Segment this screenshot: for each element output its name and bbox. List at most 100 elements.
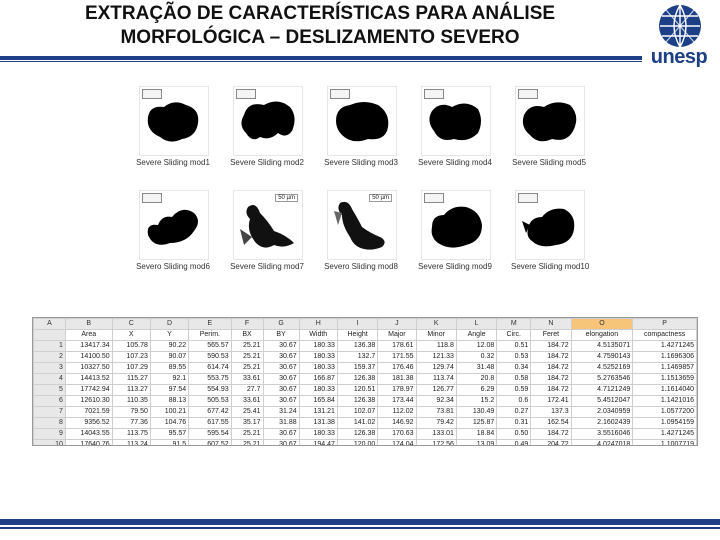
table-cell[interactable]: 0.27	[496, 406, 532, 418]
table-cell[interactable]: 79.50	[111, 406, 151, 418]
table-cell[interactable]: 100.21	[149, 406, 190, 418]
table-cell[interactable]: 172.41	[530, 395, 572, 407]
table-cell[interactable]: 184.72	[530, 340, 572, 352]
table-cell[interactable]: 90.22	[149, 340, 190, 352]
table-cell[interactable]: C	[111, 318, 151, 330]
table-cell[interactable]: 4.7590143	[570, 351, 634, 363]
table-cell[interactable]: 505.53	[188, 395, 232, 407]
table-cell[interactable]: 25.21	[230, 439, 264, 445]
table-cell[interactable]: 184.72	[530, 362, 572, 374]
table-cell[interactable]: 90.07	[149, 351, 190, 363]
table-cell[interactable]: 0.32	[455, 351, 498, 363]
table-cell[interactable]: 166.87	[298, 373, 338, 385]
table-cell[interactable]: 4.7121249	[570, 384, 634, 396]
table-cell[interactable]: 30.67	[262, 351, 300, 363]
table-cell[interactable]: 14043.55	[64, 428, 113, 440]
table-cell[interactable]: 105.78	[111, 340, 151, 352]
table-cell[interactable]: 204.72	[530, 439, 572, 445]
table-cell[interactable]: 4.5135071	[570, 340, 634, 352]
table-cell[interactable]: 30.67	[262, 373, 300, 385]
table-cell[interactable]: K	[415, 318, 457, 330]
table-cell[interactable]: 0.53	[496, 351, 532, 363]
table-cell[interactable]: 104.76	[149, 417, 190, 429]
table-cell[interactable]: 9356.52	[64, 417, 113, 429]
table-cell[interactable]: 194.47	[298, 439, 338, 445]
table-cell[interactable]: 73.81	[415, 406, 457, 418]
table-cell[interactable]: 17742.94	[64, 384, 113, 396]
table-cell[interactable]: 25.21	[230, 428, 264, 440]
table-cell[interactable]: A	[33, 318, 66, 330]
table-cell[interactable]: 180.33	[298, 428, 338, 440]
table-cell[interactable]: 97.54	[149, 384, 190, 396]
table-cell[interactable]: 9	[33, 428, 66, 440]
table-cell[interactable]: 131.38	[298, 417, 338, 429]
table-cell[interactable]: 180.33	[298, 340, 338, 352]
table-cell[interactable]: 89.55	[149, 362, 190, 374]
table-cell[interactable]: 595.54	[188, 428, 232, 440]
table-cell[interactable]: 30.67	[262, 362, 300, 374]
table-cell[interactable]: Area	[64, 329, 113, 341]
table-cell[interactable]: 553.75	[188, 373, 232, 385]
table-cell[interactable]: 1.4271245	[632, 340, 697, 352]
table-cell[interactable]: 1.1614040	[632, 384, 697, 396]
table-cell[interactable]: 137.3	[530, 406, 572, 418]
table-cell[interactable]: 133.01	[415, 428, 457, 440]
table-cell[interactable]: 181.38	[377, 373, 417, 385]
table-cell[interactable]: 170.63	[377, 428, 417, 440]
table-cell[interactable]: 17640.76	[64, 439, 113, 445]
table-cell[interactable]: L	[455, 318, 498, 330]
table-cell[interactable]: 77.36	[111, 417, 151, 429]
table-cell[interactable]: 554.93	[188, 384, 232, 396]
table-cell[interactable]: 141.02	[336, 417, 379, 429]
table-cell[interactable]: 180.33	[298, 384, 338, 396]
table-cell[interactable]: 1	[33, 340, 66, 352]
table-cell[interactable]: 178.97	[377, 384, 417, 396]
table-cell[interactable]: 18.84	[455, 428, 498, 440]
table-cell[interactable]: 113.24	[111, 439, 151, 445]
table-cell[interactable]: 1.4271245	[632, 428, 697, 440]
table-cell[interactable]: 4	[33, 373, 66, 385]
table-cell[interactable]: 102.07	[336, 406, 379, 418]
table-cell[interactable]: 131.21	[298, 406, 338, 418]
table-cell[interactable]: J	[377, 318, 417, 330]
table-cell[interactable]: 0.34	[496, 362, 532, 374]
table-cell[interactable]: H	[298, 318, 338, 330]
table-cell[interactable]: 2	[33, 351, 66, 363]
table-cell[interactable]: 113.75	[111, 428, 151, 440]
table-cell[interactable]: P	[632, 318, 697, 330]
table-cell[interactable]: 173.44	[377, 395, 417, 407]
table-cell[interactable]: 184.72	[530, 428, 572, 440]
table-cell[interactable]: 115.27	[111, 373, 151, 385]
table-cell[interactable]: 126.38	[336, 395, 379, 407]
table-cell[interactable]: 126.38	[336, 428, 379, 440]
table-cell[interactable]: 12.08	[455, 340, 498, 352]
table-cell[interactable]: 7	[33, 406, 66, 418]
table-cell[interactable]: 125.87	[455, 417, 498, 429]
table-cell[interactable]: Major	[377, 329, 417, 341]
table-cell[interactable]: G	[262, 318, 300, 330]
table-cell[interactable]: 4.5252169	[570, 362, 634, 374]
table-cell[interactable]: 130.49	[455, 406, 498, 418]
table-cell[interactable]: 0.31	[496, 417, 532, 429]
table-cell[interactable]: B	[64, 318, 113, 330]
table-cell[interactable]: M	[496, 318, 532, 330]
table-cell[interactable]: 5.4512047	[570, 395, 634, 407]
table-cell[interactable]: 2.0340959	[570, 406, 634, 418]
table-cell[interactable]: 0.58	[496, 373, 532, 385]
table-cell[interactable]: 121.33	[415, 351, 457, 363]
table-cell[interactable]: Height	[336, 329, 379, 341]
table-cell[interactable]: 118.8	[415, 340, 457, 352]
table-cell[interactable]: compactness	[632, 329, 697, 341]
table-cell[interactable]: elongation	[570, 329, 634, 341]
table-cell[interactable]: 14413.52	[64, 373, 113, 385]
table-cell[interactable]: Feret	[530, 329, 572, 341]
table-cell[interactable]: 95.57	[149, 428, 190, 440]
table-cell[interactable]: 107.29	[111, 362, 151, 374]
table-cell[interactable]: 14100.50	[64, 351, 113, 363]
table-cell[interactable]: 113.27	[111, 384, 151, 396]
table-cell[interactable]: 25.41	[230, 406, 264, 418]
table-cell[interactable]: 0.59	[496, 384, 532, 396]
table-cell[interactable]: 1.1696306	[632, 351, 697, 363]
table-cell[interactable]: 113.74	[415, 373, 457, 385]
table-cell[interactable]: 120.51	[336, 384, 379, 396]
